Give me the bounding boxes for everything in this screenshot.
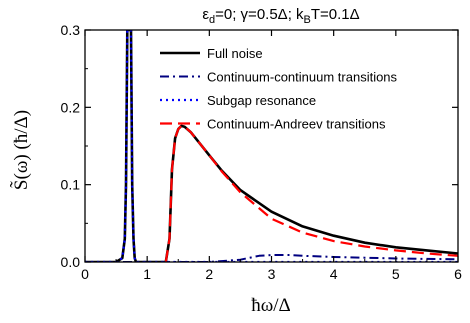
y-tick-label: 0.2 <box>61 99 81 115</box>
x-axis-title: ħω/Δ <box>251 295 291 316</box>
y-tick-label: 0.1 <box>61 177 81 193</box>
chart-title: εd=0; γ=0.5Δ; kBT=0.1Δ <box>202 6 359 26</box>
series-line-3 <box>85 30 458 262</box>
x-tick-label: 6 <box>454 266 462 282</box>
legend-label-3: Subgap resonance <box>207 93 316 108</box>
x-tick-label: 1 <box>143 266 151 282</box>
series-line-2 <box>85 254 458 262</box>
y-tick-label: 0.3 <box>61 22 81 38</box>
x-tick-label: 4 <box>330 266 338 282</box>
plot-frame <box>84 29 459 263</box>
x-tick-label: 0 <box>81 266 89 282</box>
legend-label-2: Continuum-continuum transitions <box>207 70 398 85</box>
series-layer <box>85 30 458 262</box>
tick-layer: 0 1 2 3 4 5 6 0.0 0.1 0.2 0.3 <box>61 22 463 282</box>
legend-label-1: Full noise <box>207 46 263 61</box>
series-line-4 <box>164 124 458 262</box>
y-axis-title: S̃(ω) (ħ/Δ) <box>9 110 32 190</box>
x-tick-label: 5 <box>392 266 400 282</box>
x-tick-label: 2 <box>205 266 213 282</box>
x-tick-label: 3 <box>268 266 276 282</box>
y-tick-label: 0.0 <box>61 254 81 270</box>
series-line-1 <box>85 30 458 262</box>
legend-label-4: Continuum-Andreev transitions <box>207 117 386 132</box>
legend: Full noise Continuum-continuum transition… <box>160 46 398 132</box>
